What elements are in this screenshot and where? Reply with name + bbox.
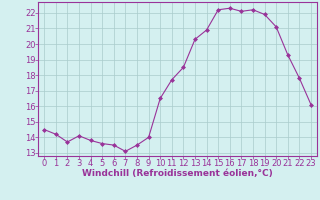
X-axis label: Windchill (Refroidissement éolien,°C): Windchill (Refroidissement éolien,°C) [82, 169, 273, 178]
